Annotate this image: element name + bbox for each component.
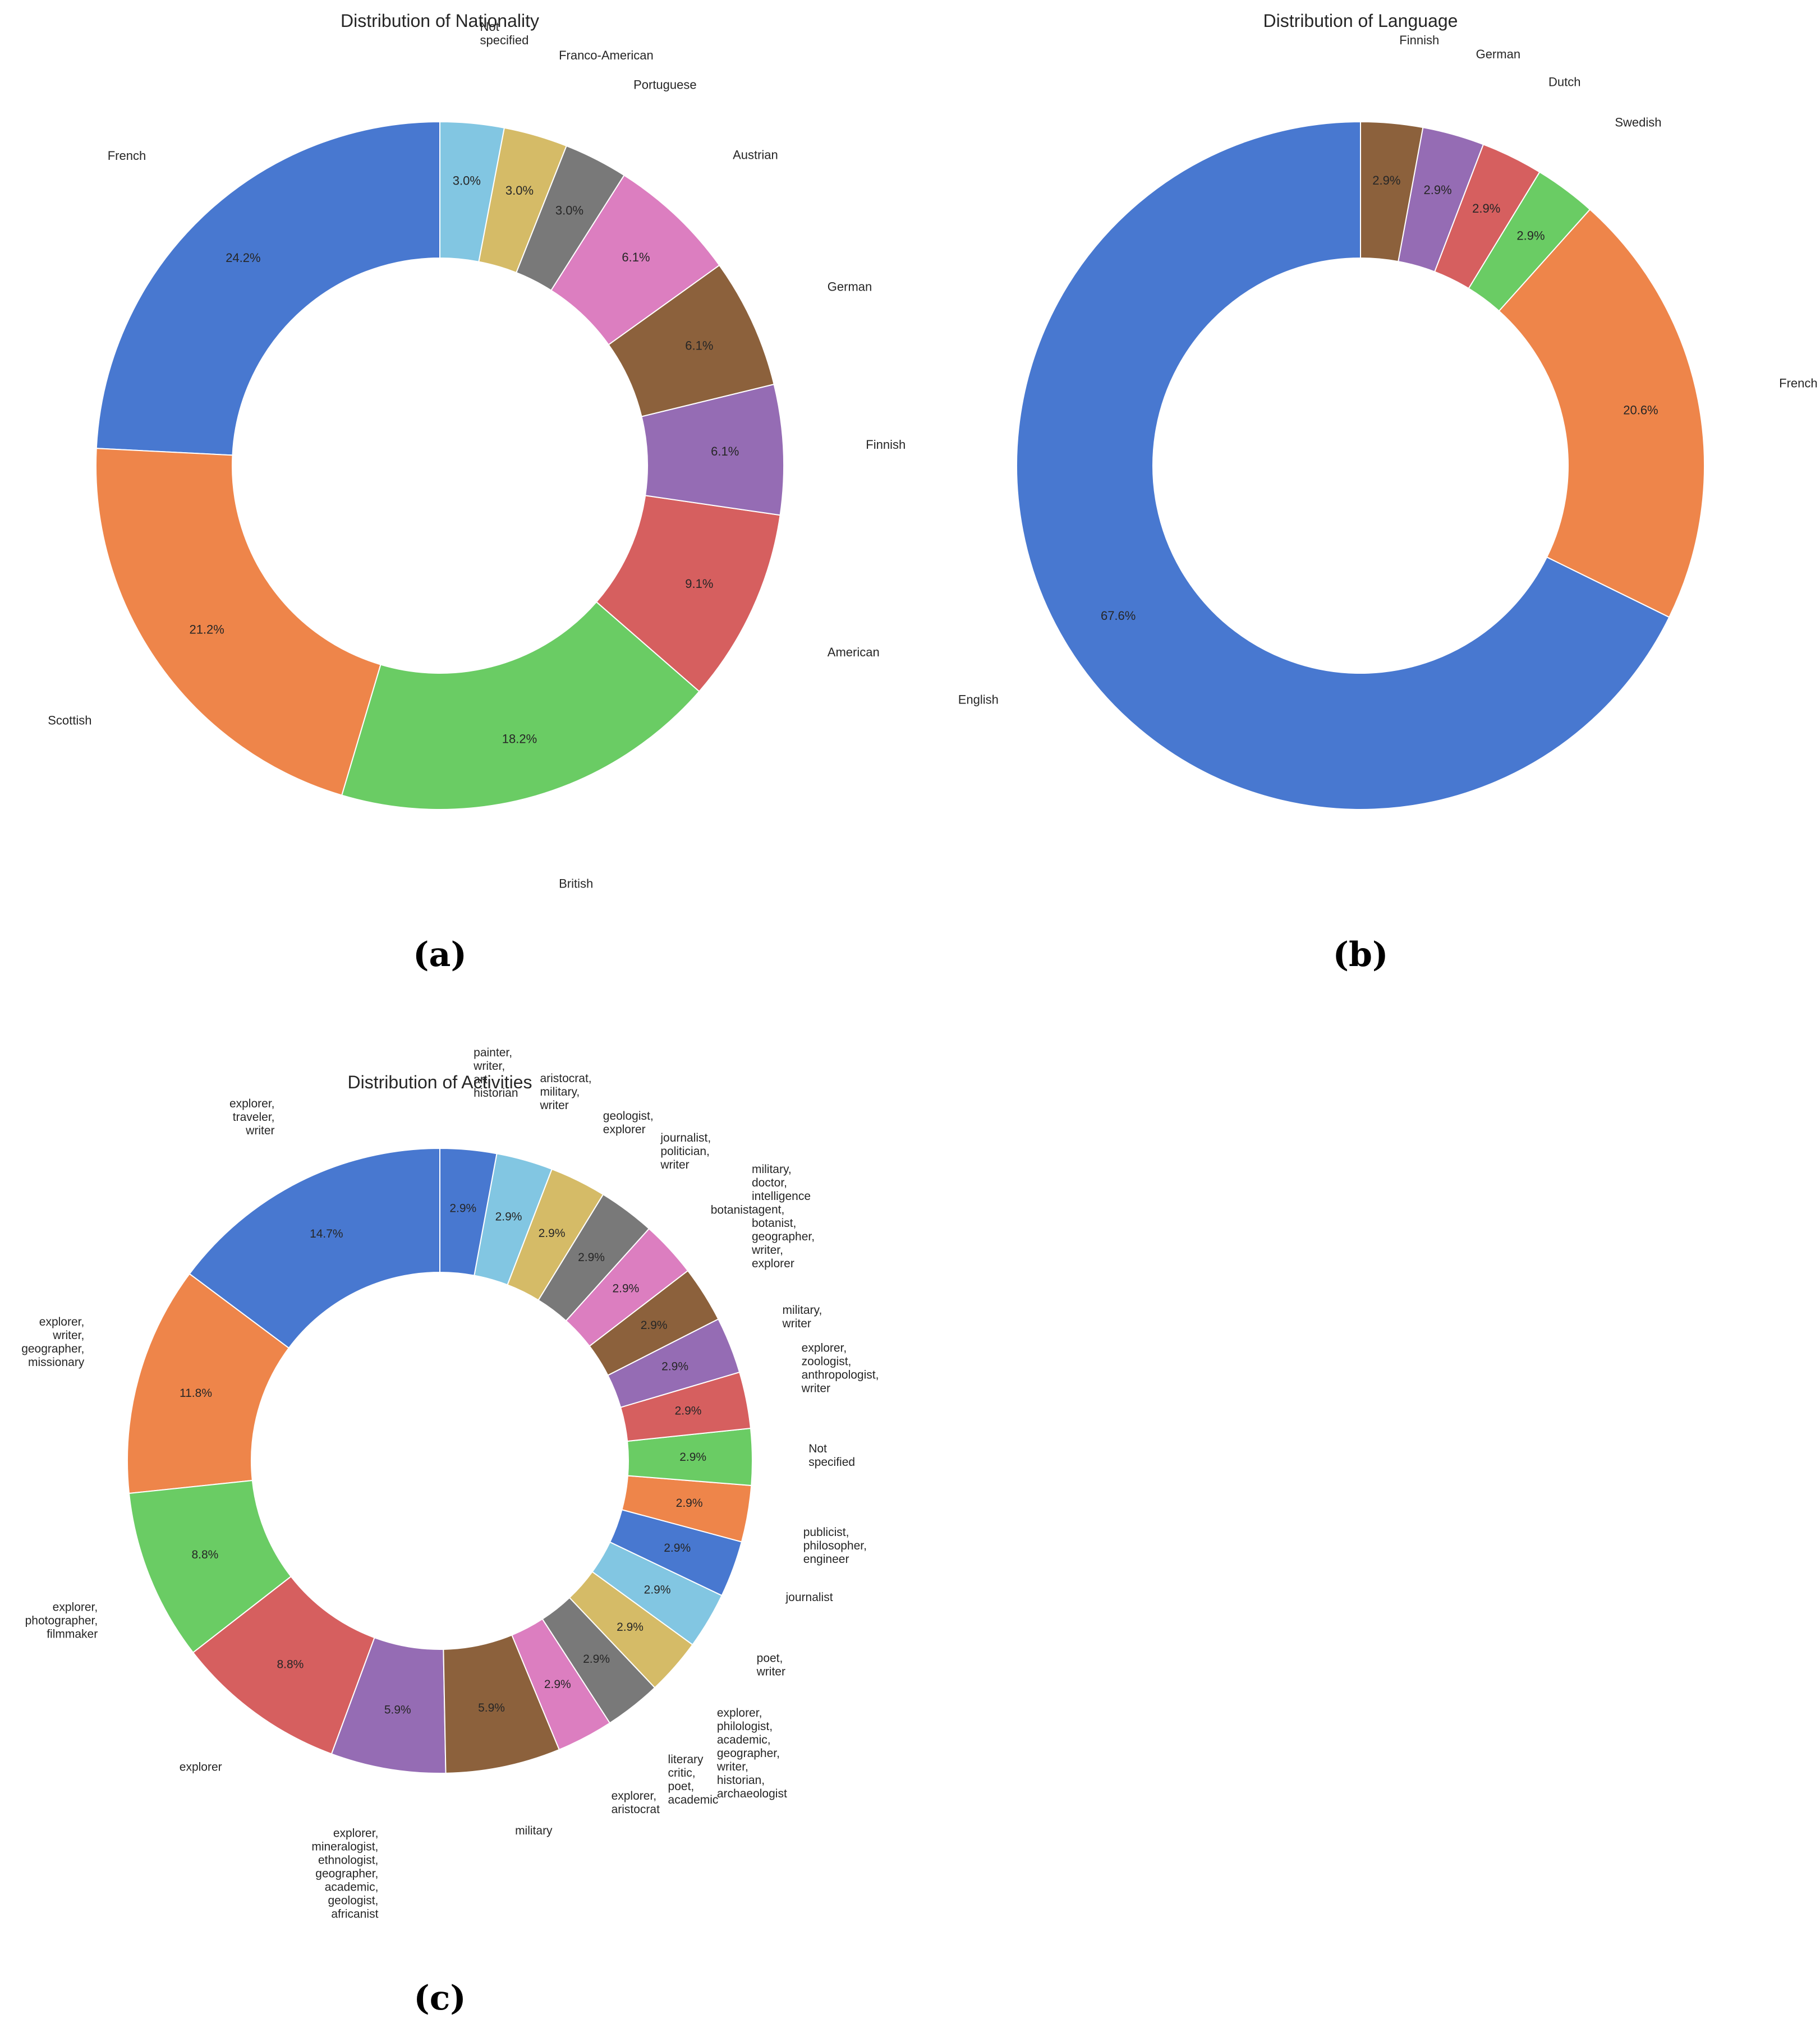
category-label-poet-writer: poet, writer (756, 1652, 785, 1678)
category-label-german: German (1476, 47, 1520, 61)
pct-label-geologist-explorer: 2.9% (539, 1227, 566, 1240)
category-label-painter-writer-art-historian: painter, writer, art historian (473, 1046, 518, 1100)
activities-chart: Distribution of Activities 14.7% explorer,… (21, 1046, 879, 2018)
category-label-publicist-philosopher-engineer: publicist, philosopher, engineer (803, 1526, 867, 1566)
category-label-british: British (559, 877, 593, 891)
pct-label-explorer-traveler-writer: 14.7% (310, 1227, 343, 1240)
wedge-not-specified (439, 121, 505, 263)
pct-label-finnish: 6.1% (711, 444, 739, 458)
pct-label-portuguese: 3.0% (555, 203, 583, 217)
pct-label-military-doctor-intelligence-agent-botanist-geographer-writer-explorer: 2.9% (641, 1319, 668, 1332)
pct-label-explorer-philologist-academic-geographer-writer-historian-archaeologist: 2.9% (617, 1621, 644, 1634)
category-label-geologist-explorer: geologist, explorer (603, 1110, 654, 1136)
pct-label-french: 20.6% (1623, 403, 1658, 417)
category-label-dutch: Dutch (1548, 75, 1580, 89)
category-label-military-writer: military, writer (782, 1304, 822, 1330)
pct-label-military: 5.9% (478, 1702, 505, 1714)
wedge-french (1498, 208, 1705, 618)
pct-label-austrian: 6.1% (622, 250, 650, 264)
pct-label-poet-writer: 2.9% (644, 1583, 671, 1596)
pct-label-french: 24.2% (226, 251, 260, 265)
category-label-explorer: explorer (180, 1761, 222, 1774)
pct-label-aristocrat-military-writer: 2.9% (495, 1210, 522, 1223)
category-label-explorer-writer-geographer-missionary: explorer, writer, geographer, missionary (21, 1316, 85, 1369)
wedge-french (95, 121, 440, 456)
category-label-explorer-photographer-filmmaker: explorer, photographer, filmmaker (25, 1601, 98, 1641)
pct-label-journalist: 2.9% (664, 1542, 691, 1555)
category-label-german: German (828, 280, 872, 294)
category-label-explorer-traveler-writer: explorer, traveler, writer (229, 1097, 275, 1137)
category-label-french: French (1779, 376, 1817, 390)
pct-label-scottish: 21.2% (189, 623, 224, 637)
category-label-journalist: journalist (785, 1591, 833, 1604)
category-label-not-specified: Not specified (480, 20, 529, 47)
category-label-not-specified: Not specified (808, 1442, 855, 1469)
panel-label: (b) (1333, 935, 1389, 974)
panel-label: (c) (413, 1979, 466, 2018)
wedge-finnish (1360, 121, 1424, 263)
category-label-explorer-philologist-academic-geographer-writer-historian-archaeologist: explorer, philologist, academic, geographer… (716, 1707, 787, 1800)
pct-label-finnish: 2.9% (1372, 173, 1400, 187)
pct-label-journalist-politician-writer: 2.9% (578, 1251, 605, 1264)
pct-label-explorer: 8.8% (277, 1658, 304, 1671)
wedge-explorer-traveler-writer (189, 1147, 440, 1349)
category-label-finnish: Finnish (1399, 33, 1439, 47)
category-label-american: American (828, 645, 880, 659)
pct-label-explorer-photographer-filmmaker: 8.8% (191, 1548, 218, 1561)
panel-label: (a) (413, 935, 467, 974)
wedge-british (341, 601, 700, 810)
pct-label-publicist-philosopher-engineer: 2.9% (676, 1497, 703, 1510)
pct-label-military-writer: 2.9% (661, 1360, 688, 1373)
wedge-explorer-writer-geographer-missionary (127, 1273, 290, 1494)
pct-label-american: 9.1% (685, 577, 713, 591)
pct-label-swedish: 2.9% (1516, 228, 1545, 242)
pct-label-not-specified: 3.0% (453, 173, 481, 187)
category-label-franco-american: Franco-American (559, 48, 654, 62)
category-label-aristocrat-military-writer: aristocrat, military, writer (539, 1072, 591, 1112)
category-label-explorer-aristocrat: explorer, aristocrat (612, 1790, 660, 1816)
category-label-journalist-politician-writer: journalist, politician, writer (660, 1132, 711, 1171)
wedge-painter-writer-art-historian (439, 1147, 498, 1276)
pct-label-british: 18.2% (502, 732, 537, 746)
pct-label-explorer-writer-geographer-missionary: 11.8% (180, 1387, 212, 1400)
pct-label-not-specified: 2.9% (679, 1451, 706, 1464)
pct-label-dutch: 2.9% (1472, 201, 1500, 215)
category-label-explorer-mineralogist-ethnologist-geographer-academic-geologist-africanist: explorer, mineralogist, ethnologist, geogra… (311, 1827, 378, 1920)
category-label-military-doctor-intelligence-agent-botanist-geographer-writer-explorer: military, doctor, intelligence agent, botani… (751, 1163, 815, 1270)
pct-label-german: 2.9% (1424, 183, 1452, 197)
category-label-explorer-zoologist-anthropologist-writer: explorer, zoologist, anthropologist, writer (801, 1342, 879, 1395)
category-label-scottish: Scottish (48, 714, 91, 728)
chart-title: Distribution of Language (1263, 11, 1458, 31)
pct-label-franco-american: 3.0% (505, 183, 534, 197)
category-label-portuguese: Portuguese (633, 78, 697, 92)
chart-title: Distribution of Activities (347, 1072, 532, 1092)
chart-title: Distribution of Nationality (341, 11, 539, 31)
pct-label-painter-writer-art-historian: 2.9% (449, 1202, 476, 1215)
pct-label-explorer-mineralogist-ethnologist-geographer-academic-geologist-africanist: 5.9% (384, 1703, 411, 1716)
pct-label-botanist: 2.9% (612, 1282, 639, 1295)
nationality-chart: Distribution of Nationality 24.2% French 21… (48, 11, 906, 974)
category-label-finnish: Finnish (866, 438, 906, 452)
wedge-scottish (95, 448, 382, 796)
pct-label-explorer-aristocrat: 2.9% (544, 1678, 571, 1691)
category-label-french: French (108, 149, 146, 163)
category-label-austrian: Austrian (733, 148, 778, 162)
category-label-english: English (958, 693, 999, 707)
pct-label-explorer-zoologist-anthropologist-writer: 2.9% (675, 1405, 702, 1418)
category-label-military: military (515, 1824, 553, 1837)
category-label-literary-critic-poet-academic: literary critic, poet, academic (668, 1753, 719, 1806)
wedge-english (1016, 121, 1670, 810)
language-chart: Distribution of Language 67.6% English 20.6… (958, 11, 1818, 974)
category-label-swedish: Swedish (1615, 116, 1661, 130)
category-label-botanist: botanist (711, 1204, 752, 1217)
pct-label-literary-critic-poet-academic: 2.9% (583, 1653, 610, 1666)
pct-label-english: 67.6% (1101, 609, 1136, 623)
pct-label-german: 6.1% (685, 339, 713, 353)
